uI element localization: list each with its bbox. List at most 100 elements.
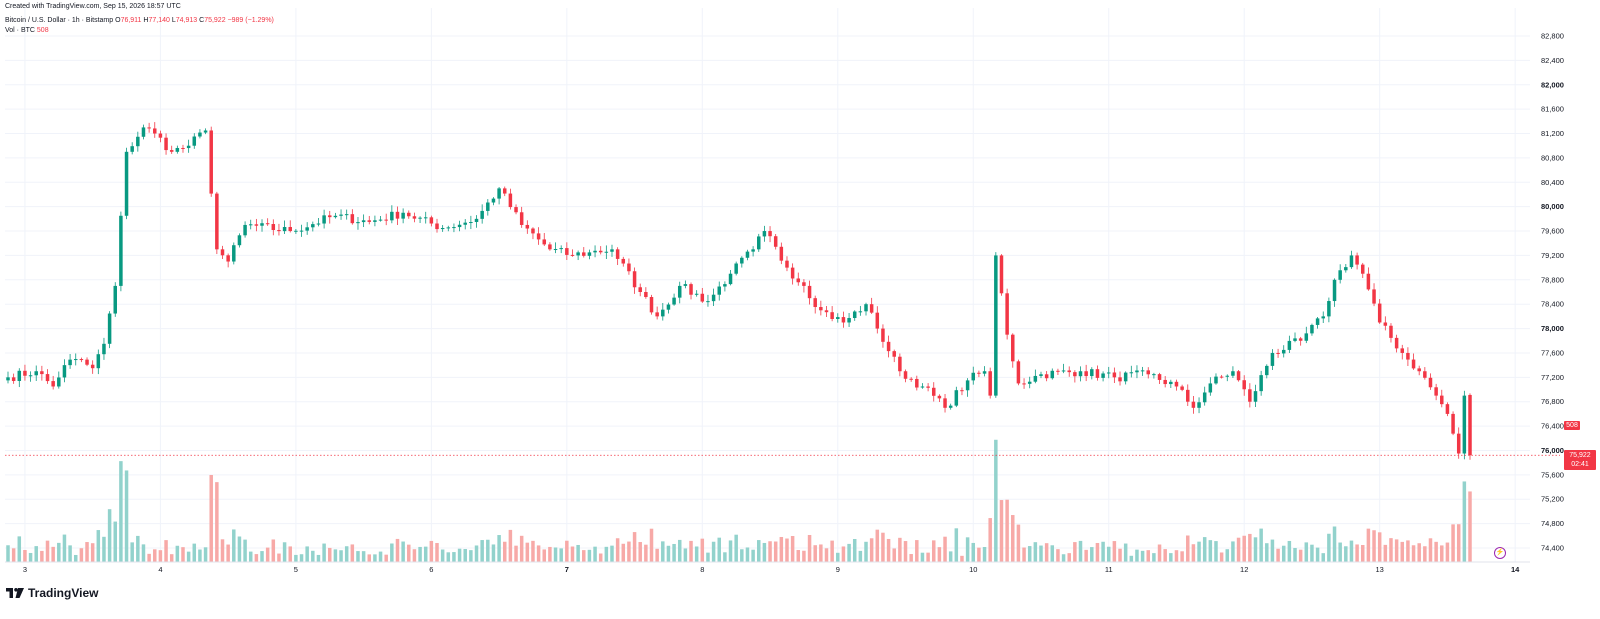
candle-body (796, 278, 801, 283)
candle (1332, 278, 1337, 307)
candle-body (1044, 374, 1049, 379)
volume-bar (1236, 537, 1241, 562)
candle (1321, 311, 1325, 323)
volume-bar (282, 542, 287, 562)
candle (62, 359, 67, 383)
price-axis: 74,400 74,800 75,200 75,600 76,000 76,400 76,8… (1541, 32, 1564, 553)
candle (1140, 366, 1145, 376)
candle (514, 204, 518, 215)
candle-body (1304, 333, 1309, 341)
candle-body (757, 236, 761, 250)
alert-icon[interactable]: ⚡ (1494, 547, 1506, 559)
candle (593, 245, 597, 258)
grid-lines (5, 8, 1530, 562)
candle-body (423, 217, 428, 219)
candle-body (198, 132, 202, 137)
candle-body (999, 255, 1004, 294)
symbol-title[interactable]: Bitcoin / U.S. Dollar · 1h · Bitstamp (5, 17, 114, 24)
candle (1106, 366, 1111, 379)
candle (1016, 359, 1021, 386)
candle (316, 218, 321, 227)
candle (1027, 376, 1032, 389)
candle (350, 209, 355, 225)
volume-bar (779, 536, 784, 562)
volume-bar (1349, 540, 1354, 562)
candle (1253, 384, 1258, 407)
tradingview-logo[interactable]: TradingView (6, 586, 98, 600)
candle-body (779, 246, 784, 261)
candle (886, 335, 891, 358)
candle (474, 215, 479, 228)
candle (943, 394, 947, 413)
candle-body (582, 252, 586, 256)
candle-body (28, 375, 33, 377)
candle-body (790, 267, 795, 279)
volume-bar (1123, 543, 1128, 562)
candle (1293, 332, 1297, 343)
candle (869, 297, 874, 314)
candle (644, 287, 648, 299)
y-tick-label: 82,000 (1541, 80, 1564, 89)
volume-bar (96, 530, 101, 562)
candle-body (186, 145, 191, 149)
volume-bar (1259, 528, 1263, 562)
candle (723, 281, 727, 292)
candle (802, 279, 806, 293)
volume-bar (401, 541, 405, 562)
candle-body (1061, 370, 1066, 372)
candle-body (277, 230, 281, 232)
x-tick-label: 14 (1511, 565, 1520, 574)
candle-body (689, 284, 693, 295)
candle (463, 219, 467, 230)
volume-bar (836, 552, 840, 562)
volume-label[interactable]: Vol · BTC (5, 27, 35, 34)
volume-bar (311, 550, 315, 562)
candle-body (548, 244, 552, 250)
candle-body (931, 387, 936, 396)
candle-body (536, 233, 541, 240)
countdown-value: 02:41 (1571, 461, 1589, 469)
candle (559, 245, 563, 254)
x-tick-label: 5 (294, 565, 298, 574)
candle (971, 366, 976, 385)
volume-bar (915, 540, 919, 562)
candle (147, 122, 151, 133)
candle (265, 218, 270, 226)
candle-body (232, 245, 236, 262)
volume-bar (491, 544, 496, 562)
candle (598, 246, 603, 255)
candle (994, 252, 998, 398)
candle (361, 214, 366, 228)
candle-body (11, 377, 16, 381)
volume-bar (1061, 554, 1066, 562)
candle (1214, 373, 1218, 385)
candle (423, 211, 428, 224)
candle (130, 142, 134, 155)
candle (497, 187, 501, 205)
volume-bar (1225, 549, 1230, 562)
volume-bar (819, 544, 823, 562)
candle-body (819, 307, 823, 311)
volume-bar (158, 550, 163, 562)
y-tick-label: 80,000 (1541, 202, 1564, 211)
volume-bar (1129, 555, 1134, 562)
candle (1152, 372, 1156, 379)
volume-bar (1411, 545, 1416, 562)
candle (841, 311, 846, 328)
candle-body (51, 381, 55, 387)
volume-bar (1073, 542, 1077, 562)
candle (915, 375, 919, 391)
x-tick-label: 10 (969, 565, 977, 574)
candle-body (965, 380, 970, 391)
volume-bar (1174, 550, 1179, 562)
candle-body (644, 292, 648, 298)
candle-body (220, 249, 225, 256)
candle-body (1327, 301, 1331, 317)
candle-body (1033, 375, 1038, 382)
volume-bar (717, 537, 721, 562)
candle-body (1451, 413, 1455, 434)
candle-body (1366, 273, 1371, 290)
candle (1163, 376, 1167, 388)
x-tick-label: 12 (1240, 565, 1248, 574)
